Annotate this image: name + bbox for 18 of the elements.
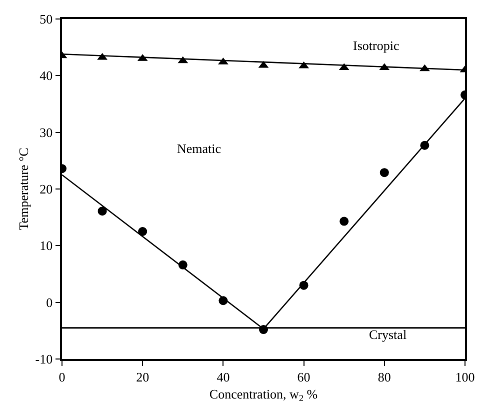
y-tick-label: 30 xyxy=(40,124,53,140)
x-tick-label: 80 xyxy=(378,369,391,384)
y-axis-title: Temperature °C xyxy=(16,148,31,230)
y-tick-label: 0 xyxy=(46,294,53,310)
y-tick-label: 10 xyxy=(40,238,53,254)
y-tick-label: 20 xyxy=(40,182,53,197)
y-tick-label: -10 xyxy=(35,352,53,367)
annotation: Nematic xyxy=(177,141,222,156)
x-tick-label: 20 xyxy=(136,369,150,384)
x-tick-label: 0 xyxy=(58,369,66,384)
x-tick-label: 100 xyxy=(455,369,475,384)
x-axis-title: Concentration, w$_{2}$ % xyxy=(209,386,318,404)
y-tick-label: 50 xyxy=(40,12,53,27)
y-tick-label: 40 xyxy=(40,68,53,84)
x-tick-label: 60 xyxy=(297,369,310,384)
annotation: Isotropic xyxy=(353,38,400,53)
annotation: Crystal xyxy=(369,327,407,342)
x-tick-label: 40 xyxy=(216,369,230,384)
